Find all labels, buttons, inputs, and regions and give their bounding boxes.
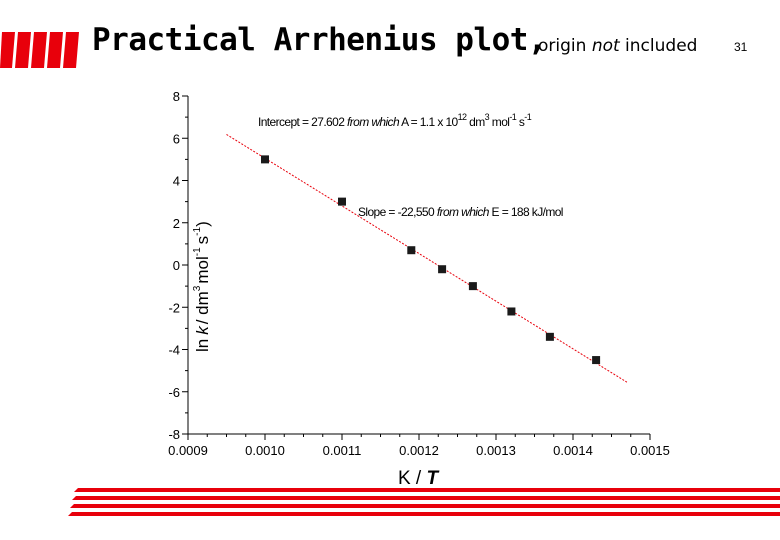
y-label-k: k bbox=[193, 325, 212, 335]
y-tick-label: -8 bbox=[168, 427, 180, 442]
y-label-close: ) bbox=[193, 221, 212, 227]
data-point bbox=[468, 282, 477, 291]
subtitle-prefix: origin bbox=[538, 36, 592, 56]
x-axis-label-unit: K / bbox=[398, 468, 427, 489]
x-tick-group: 0.0009 0.0010 0.0011 0.0012 0.0013 0.0014 0.00… bbox=[168, 434, 670, 458]
x-axis-label: K / T bbox=[398, 468, 440, 489]
y-axis: 8 6 4 2 0 -2 -4 -6 -8 bbox=[168, 89, 189, 442]
intercept-exp-12: 12 bbox=[458, 112, 467, 122]
intercept-text-9: s bbox=[516, 115, 525, 129]
intercept-text-5: dm bbox=[466, 115, 485, 129]
y-label-exp-minus1a: -1 bbox=[192, 247, 203, 256]
y-tick-group: 8 6 4 2 0 -2 -4 -6 -8 bbox=[168, 89, 188, 442]
y-tick-label: -6 bbox=[168, 385, 180, 400]
x-tick-label: 0.0015 bbox=[630, 443, 670, 458]
data-point bbox=[507, 307, 516, 316]
x-tick-label: 0.0013 bbox=[476, 443, 516, 458]
y-label-exp3: 3 bbox=[192, 285, 203, 291]
slope-annotation: Slope = -22,550 from which E = 188 kJ/mo… bbox=[358, 205, 563, 219]
x-tick-label: 0.0011 bbox=[323, 443, 362, 458]
red-logo-stripes bbox=[0, 32, 79, 68]
data-point bbox=[592, 356, 601, 365]
y-label-exp-minus1b: -1 bbox=[192, 226, 203, 235]
intercept-exp-minus1b: -1 bbox=[524, 112, 531, 122]
data-point bbox=[261, 155, 269, 164]
slide-title: Practical Arrhenius plot, bbox=[92, 22, 547, 58]
footer-rule bbox=[68, 488, 780, 516]
y-tick-label: 4 bbox=[173, 174, 180, 189]
red-footer-stripes bbox=[68, 488, 780, 516]
x-tick-label: 0.0012 bbox=[399, 443, 439, 458]
y-tick-label: 8 bbox=[173, 89, 180, 104]
y-label-ln: ln bbox=[193, 339, 212, 352]
subtitle-suffix: included bbox=[619, 36, 698, 56]
y-axis-label: lnk/ dm3mol-1s-1) bbox=[192, 221, 212, 352]
intercept-text-3: A = 1.1 x 10 bbox=[399, 115, 459, 129]
x-axis: 0.0009 0.0010 0.0011 0.0012 0.0013 0.0014 0.00… bbox=[168, 433, 670, 458]
svg-text:lnk/ dm3mol-1s-1): lnk/ dm3mol-1s-1) bbox=[192, 221, 212, 352]
x-tick-label: 0.0014 bbox=[553, 443, 593, 458]
data-point bbox=[407, 246, 416, 255]
slide-number: 31 bbox=[734, 40, 748, 54]
intercept-text-7: mol bbox=[489, 115, 509, 129]
slope-from-which: from which bbox=[437, 205, 490, 219]
slope-text-1: Slope = -22,550 bbox=[358, 205, 437, 219]
data-points bbox=[261, 155, 601, 365]
y-tick-label: 0 bbox=[173, 258, 180, 273]
x-axis-label-var: T bbox=[426, 468, 439, 489]
intercept-from-which: from which bbox=[347, 115, 400, 129]
subtitle-emphasis: not bbox=[591, 36, 620, 56]
y-label-s: s bbox=[193, 236, 212, 245]
x-tick-label: 0.0009 bbox=[168, 443, 208, 458]
fit-line bbox=[226, 134, 628, 383]
x-tick-label: 0.0010 bbox=[245, 443, 285, 458]
y-label-slash-dm: / dm bbox=[193, 291, 212, 324]
data-point bbox=[438, 265, 447, 274]
intercept-exp-minus1a: -1 bbox=[509, 112, 516, 122]
slide-subtitle: origin not included bbox=[538, 36, 697, 56]
intercept-annotation: Intercept = 27.602 from which A = 1.1 x … bbox=[258, 112, 532, 129]
data-point bbox=[545, 332, 554, 341]
data-point bbox=[338, 197, 346, 206]
y-tick-label: 6 bbox=[173, 131, 180, 146]
y-tick-label: 2 bbox=[173, 216, 180, 231]
intercept-exp-3: 3 bbox=[485, 112, 490, 122]
logo-bars bbox=[0, 32, 79, 68]
intercept-text-1: Intercept = 27.602 bbox=[258, 115, 347, 129]
y-tick-label: -2 bbox=[168, 300, 180, 315]
y-label-mol: mol bbox=[193, 256, 212, 283]
y-tick-label: -4 bbox=[168, 343, 180, 358]
slope-text-3: E = 188 kJ/mol bbox=[489, 205, 563, 219]
